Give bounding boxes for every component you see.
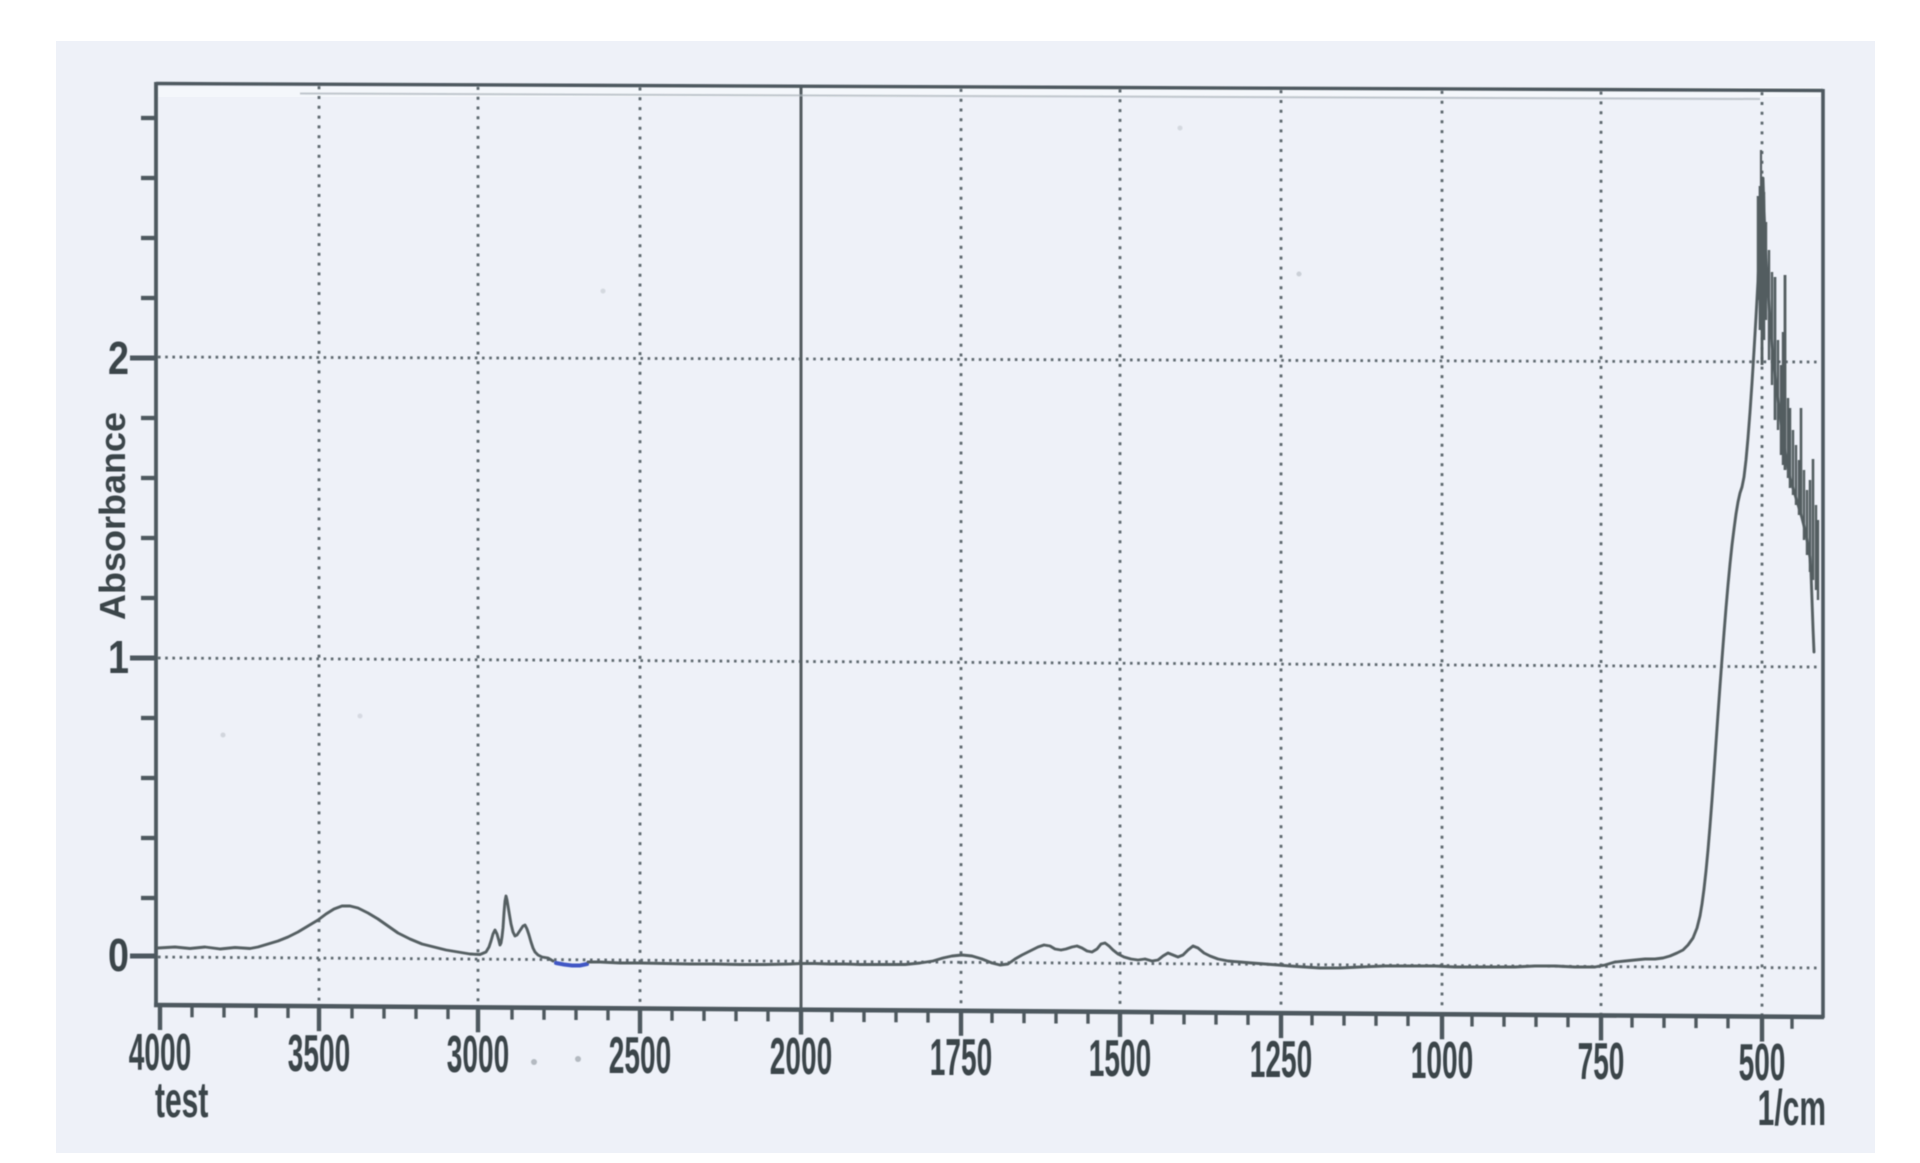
svg-text:1750: 1750: [930, 1028, 992, 1086]
svg-text:500: 500: [1739, 1033, 1786, 1091]
svg-text:4000: 4000: [129, 1023, 191, 1081]
svg-text:2: 2: [108, 332, 129, 383]
svg-text:1/cm: 1/cm: [1758, 1080, 1826, 1136]
svg-text:test: test: [155, 1072, 209, 1128]
svg-text:3000: 3000: [447, 1025, 509, 1083]
svg-text:1500: 1500: [1089, 1029, 1151, 1087]
svg-text:750: 750: [1578, 1032, 1625, 1090]
svg-text:1000: 1000: [1411, 1031, 1473, 1089]
svg-text:3500: 3500: [288, 1024, 350, 1082]
svg-text:2000: 2000: [770, 1027, 832, 1085]
svg-text:1: 1: [108, 631, 129, 682]
svg-text:1250: 1250: [1250, 1030, 1312, 1088]
svg-text:Absorbance: Absorbance: [92, 412, 133, 620]
svg-text:0: 0: [108, 929, 129, 980]
svg-text:2500: 2500: [609, 1026, 671, 1084]
